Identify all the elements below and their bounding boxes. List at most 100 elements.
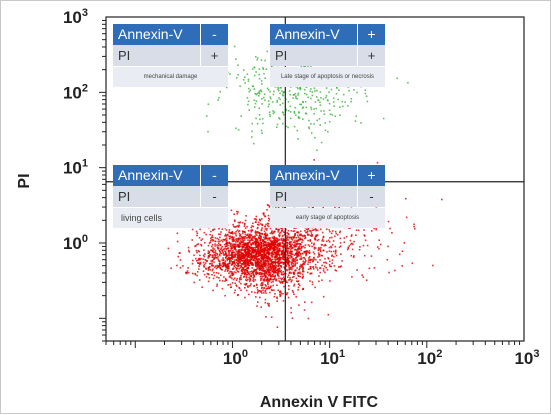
data-point [302,235,304,238]
data-point [297,253,300,256]
data-point [269,272,272,274]
data-point [241,256,244,258]
data-point [265,292,267,294]
data-point [302,106,304,108]
data-point [260,59,263,61]
data-point [304,258,306,260]
data-point [371,230,373,232]
data-point [224,262,226,264]
data-point [353,240,355,243]
data-point [295,97,297,99]
data-point [203,273,206,276]
data-point [285,264,288,266]
data-point [249,259,251,261]
data-point [342,105,344,108]
data-point [315,234,318,236]
data-point [303,65,305,68]
data-point [251,257,253,259]
data-point [259,240,261,242]
data-point [247,245,250,247]
data-point [240,249,242,252]
data-point [271,270,274,273]
data-point [387,245,389,248]
data-point [282,91,285,94]
data-point [224,277,227,280]
data-point [231,244,233,247]
data-point [391,232,393,234]
data-point [219,233,222,236]
data-point [308,119,310,122]
data-point [215,254,217,257]
data-point [219,254,221,257]
data-point [237,262,240,265]
data-point [271,289,273,292]
data-point [279,295,281,297]
data-point [228,235,230,238]
data-point [250,273,252,275]
data-point [259,219,261,222]
data-point [196,260,198,262]
data-point [239,279,241,281]
data-point [298,284,301,287]
data-point [227,284,229,286]
data-point [264,77,266,79]
data-point [302,270,305,273]
data-point [211,274,213,276]
data-point [213,257,215,260]
data-point [224,260,227,262]
data-point [330,88,333,91]
data-point [188,251,191,253]
data-point [228,250,231,252]
data-point [236,237,238,240]
data-point [291,259,293,261]
data-point [312,260,314,263]
data-point [253,99,256,101]
data-point [241,254,243,257]
data-point [243,239,246,241]
data-point [291,276,294,279]
data-point [272,248,275,250]
data-point [274,230,276,233]
data-point [261,256,264,259]
data-point [248,276,250,279]
data-point [289,245,292,247]
data-point [364,92,367,95]
data-point [247,261,249,264]
data-point [257,259,259,262]
data-point [272,267,275,269]
data-point [274,263,277,265]
data-point [239,262,241,264]
data-point [176,232,179,235]
data-point [263,278,266,280]
data-point [237,265,239,267]
data-point [288,252,291,255]
data-point [278,97,280,99]
data-point [441,198,443,201]
data-point [343,237,346,239]
data-point [230,270,232,273]
data-point [258,266,261,269]
data-point [296,251,299,253]
data-point [237,221,240,224]
data-point [319,259,321,261]
data-point [364,89,367,91]
data-point [313,113,315,115]
data-point [271,261,273,264]
data-point [246,263,249,265]
data-point [239,242,242,245]
data-point [333,250,335,253]
data-point [254,246,256,249]
data-point [289,267,291,269]
data-point [260,272,263,274]
data-point [289,248,292,250]
data-point [295,257,298,259]
data-point [283,278,285,281]
data-point [348,245,351,247]
data-point [322,206,324,209]
data-point [210,249,213,252]
data-point [294,265,296,267]
data-point [271,101,274,103]
data-point [269,97,272,100]
data-point [290,272,292,274]
data-point [251,291,253,293]
